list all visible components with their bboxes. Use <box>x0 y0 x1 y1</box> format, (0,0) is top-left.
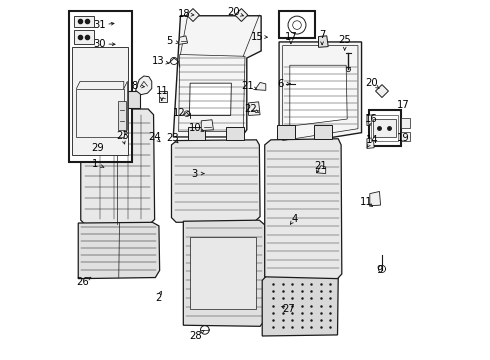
Polygon shape <box>370 192 381 206</box>
Polygon shape <box>265 139 342 279</box>
Text: 26: 26 <box>76 277 89 287</box>
Polygon shape <box>72 47 128 155</box>
Bar <box>368 110 401 146</box>
Text: 14: 14 <box>366 135 379 145</box>
Polygon shape <box>94 91 112 108</box>
Polygon shape <box>136 76 152 95</box>
Polygon shape <box>173 16 261 137</box>
Polygon shape <box>187 9 199 22</box>
Text: 23: 23 <box>166 133 179 143</box>
Polygon shape <box>262 270 338 336</box>
Polygon shape <box>401 132 410 141</box>
Text: 17: 17 <box>285 32 297 41</box>
Polygon shape <box>318 36 328 47</box>
Text: 2: 2 <box>155 293 161 303</box>
Polygon shape <box>188 127 205 140</box>
Text: 5: 5 <box>166 36 172 46</box>
Polygon shape <box>314 126 332 139</box>
Text: 24: 24 <box>148 132 161 142</box>
Polygon shape <box>248 102 260 116</box>
Polygon shape <box>122 91 140 108</box>
Polygon shape <box>78 222 160 279</box>
Text: 17: 17 <box>396 100 409 110</box>
Text: 18: 18 <box>178 9 190 19</box>
Text: 28: 28 <box>189 331 202 341</box>
Polygon shape <box>290 65 347 126</box>
Text: 19: 19 <box>396 133 409 143</box>
Polygon shape <box>226 127 245 140</box>
Polygon shape <box>74 30 94 44</box>
Text: 12: 12 <box>173 108 186 118</box>
Polygon shape <box>367 115 374 126</box>
Text: 21: 21 <box>242 81 254 91</box>
Text: 7: 7 <box>319 30 325 40</box>
Polygon shape <box>183 220 266 326</box>
Text: 16: 16 <box>365 114 378 124</box>
Text: 11: 11 <box>360 197 372 207</box>
Text: 21: 21 <box>314 161 327 171</box>
Polygon shape <box>401 118 410 128</box>
Polygon shape <box>279 42 362 146</box>
Bar <box>279 12 315 39</box>
Text: 27: 27 <box>282 304 295 314</box>
Text: 8: 8 <box>131 81 138 91</box>
Polygon shape <box>255 82 266 90</box>
Polygon shape <box>277 126 295 139</box>
Polygon shape <box>179 36 188 44</box>
Text: 20: 20 <box>365 78 377 88</box>
Text: 11: 11 <box>155 86 168 96</box>
Polygon shape <box>190 83 231 116</box>
Text: 6: 6 <box>278 79 284 89</box>
Polygon shape <box>367 138 374 148</box>
Text: 3: 3 <box>191 168 197 179</box>
Text: 15: 15 <box>251 32 264 41</box>
Text: 23: 23 <box>116 131 129 141</box>
Polygon shape <box>373 119 395 137</box>
Text: 29: 29 <box>92 143 104 153</box>
Text: 25: 25 <box>338 35 351 45</box>
Text: 22: 22 <box>244 104 257 114</box>
Text: 20: 20 <box>227 7 240 17</box>
Polygon shape <box>172 140 260 222</box>
Polygon shape <box>371 115 398 141</box>
Text: 1: 1 <box>92 159 98 169</box>
Polygon shape <box>81 109 155 225</box>
Text: 31: 31 <box>94 20 106 30</box>
Polygon shape <box>74 16 94 27</box>
Polygon shape <box>235 9 248 22</box>
Polygon shape <box>118 101 126 130</box>
Polygon shape <box>317 166 326 174</box>
Text: 30: 30 <box>94 39 106 49</box>
Polygon shape <box>159 91 167 102</box>
Text: 10: 10 <box>189 123 201 133</box>
Bar <box>69 12 132 162</box>
Text: 9: 9 <box>376 265 383 275</box>
Polygon shape <box>201 120 214 131</box>
Polygon shape <box>375 85 389 98</box>
Text: 13: 13 <box>152 56 165 66</box>
Text: 4: 4 <box>292 214 297 224</box>
Polygon shape <box>191 237 256 309</box>
